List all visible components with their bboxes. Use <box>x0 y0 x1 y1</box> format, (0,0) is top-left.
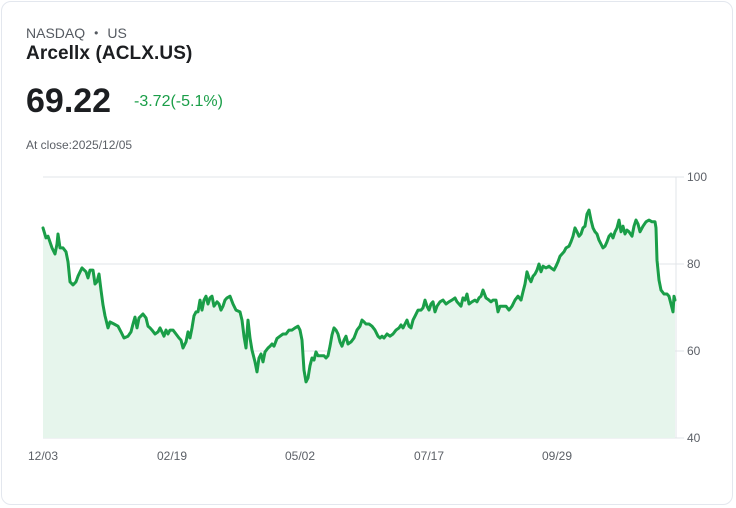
x-axis: 12/03 02/19 05/02 07/17 09/29 <box>28 449 572 463</box>
y-tick-label: 60 <box>687 344 701 358</box>
y-tick-label: 100 <box>687 170 707 184</box>
x-tick-label: 07/17 <box>414 449 444 463</box>
close-timestamp: At close:2025/12/05 <box>26 138 133 152</box>
x-tick-label: 09/29 <box>542 449 572 463</box>
x-tick-label: 12/03 <box>28 449 58 463</box>
x-tick-label: 05/02 <box>285 449 315 463</box>
y-axis: 100 80 60 40 <box>687 170 707 445</box>
separator-dot: • <box>94 26 99 40</box>
y-tick-label: 80 <box>687 257 701 271</box>
price-change: -3.72(-5.1%) <box>134 93 223 110</box>
y-tick-label: 40 <box>687 431 701 445</box>
x-tick-label: 02/19 <box>157 449 187 463</box>
price-line <box>41 208 677 384</box>
current-price: 69.22 <box>26 82 112 120</box>
stock-title: Arcellx (ACLX.US) <box>26 43 193 64</box>
exchange-label: NASDAQ <box>26 25 86 41</box>
price-area-fill <box>43 210 675 438</box>
region-label: US <box>107 25 127 41</box>
exchange-row: NASDAQ • US <box>26 25 127 41</box>
